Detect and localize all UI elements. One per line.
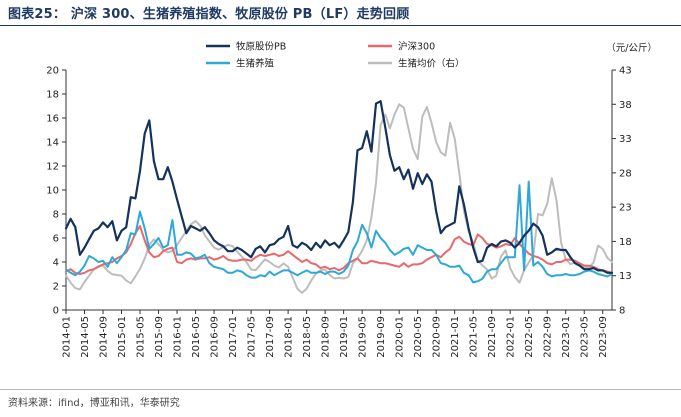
left-axis-tick-label: 6 bbox=[53, 234, 59, 245]
series-line-2 bbox=[65, 225, 613, 275]
source-divider bbox=[0, 389, 681, 390]
x-axis-tick-label: 2021-05 bbox=[469, 316, 480, 358]
series-line-1 bbox=[64, 100, 614, 274]
right-axis-tick-label: 18 bbox=[619, 237, 632, 248]
left-axis-tick-label: 2 bbox=[53, 282, 59, 293]
left-axis-tick-label: 8 bbox=[53, 210, 59, 221]
x-axis-tick-label: 2015-09 bbox=[154, 316, 165, 358]
x-axis-tick-label: 2022-01 bbox=[506, 316, 517, 358]
x-axis-tick-label: 2018-09 bbox=[321, 316, 332, 358]
right-axis-tick-label: 38 bbox=[619, 100, 632, 111]
right-axis-tick-label: 28 bbox=[619, 168, 632, 179]
x-axis-tick-label: 2019-09 bbox=[376, 316, 387, 358]
series-layer bbox=[64, 100, 614, 294]
x-axis-tick-label: 2021-01 bbox=[450, 316, 461, 358]
legend-label: 沪深300 bbox=[398, 41, 435, 53]
x-axis-tick-label: 2022-05 bbox=[524, 316, 535, 358]
left-axis-tick-label: 0 bbox=[53, 306, 59, 317]
legend-label: 生猪养殖 bbox=[236, 58, 275, 70]
x-axis-tick-label: 2017-01 bbox=[228, 316, 239, 358]
series-line-4 bbox=[65, 103, 613, 294]
x-axis-tick-label: 2017-09 bbox=[265, 316, 276, 358]
x-axis-tick-label: 2015-05 bbox=[136, 316, 147, 358]
x-axis-tick-label: 2020-05 bbox=[413, 316, 424, 358]
left-axis-tick-label: 20 bbox=[46, 66, 59, 77]
right-axis-tick-label: 23 bbox=[619, 203, 632, 214]
legend-label: 生猪均价（右） bbox=[398, 58, 465, 70]
x-axis-tick-label: 2023-05 bbox=[580, 316, 591, 358]
x-axis-tick-label: 2015-01 bbox=[117, 316, 128, 358]
x-axis-tick-label: 2016-09 bbox=[210, 316, 221, 358]
x-axis-tick-label: 2014-09 bbox=[99, 316, 110, 358]
left-axis-tick-label: 16 bbox=[46, 114, 59, 125]
right-axis-tick-label: 43 bbox=[619, 66, 632, 77]
x-axis-tick-label: 2019-05 bbox=[358, 316, 369, 358]
figure-title: 图表25： 沪深 300、生猪养殖指数、牧原股份 PB（LF）走势回顾 bbox=[8, 7, 410, 22]
right-axis-unit-label: （元/公斤） bbox=[606, 42, 657, 54]
left-axis-tick-label: 18 bbox=[46, 90, 59, 101]
x-axis-tick-label: 2020-09 bbox=[432, 316, 443, 358]
x-axis-tick-label: 2020-01 bbox=[395, 316, 406, 358]
x-axis-tick-label: 2018-01 bbox=[284, 316, 295, 358]
x-axis-tick-label: 2014-01 bbox=[62, 316, 73, 358]
right-axis-tick-label: 8 bbox=[619, 306, 625, 317]
x-axis-tick-label: 2014-05 bbox=[80, 316, 91, 358]
x-axis-tick-label: 2021-09 bbox=[487, 316, 498, 358]
x-axis-tick-label: 2016-01 bbox=[173, 316, 184, 358]
right-axis-tick-label: 13 bbox=[619, 271, 632, 282]
x-axis-tick-label: 2022-09 bbox=[543, 316, 554, 358]
legend: 牧原股份PB 沪深300 生猪养殖 生猪均价（右） bbox=[206, 41, 465, 70]
source-note: 资料来源：ifind，博亚和讯，华泰研究 bbox=[8, 398, 180, 409]
left-axis-tick-label: 12 bbox=[46, 162, 59, 173]
left-axis-tick-label: 10 bbox=[46, 186, 59, 197]
x-axis-tick-label: 2016-05 bbox=[191, 316, 202, 358]
left-axis-tick-label: 14 bbox=[46, 138, 59, 149]
x-axis-tick-label: 2023-01 bbox=[561, 316, 572, 358]
axes-layer: 0 2 4 6 8 10 12 14 16 18 20 8 13 18 23 28 33 38 43 2014-01 2… bbox=[46, 66, 631, 358]
x-axis-tick-label: 2018-05 bbox=[302, 316, 313, 358]
title-divider bbox=[0, 25, 681, 26]
series-line-3 bbox=[65, 180, 613, 284]
x-axis-tick-label: 2023-09 bbox=[598, 316, 609, 358]
x-axis-tick-label: 2019-01 bbox=[339, 316, 350, 358]
right-axis-tick-label: 33 bbox=[619, 134, 632, 145]
legend-label: 牧原股份PB bbox=[236, 41, 286, 53]
x-axis-tick-label: 2017-05 bbox=[247, 316, 258, 358]
left-axis-tick-label: 4 bbox=[53, 258, 59, 269]
